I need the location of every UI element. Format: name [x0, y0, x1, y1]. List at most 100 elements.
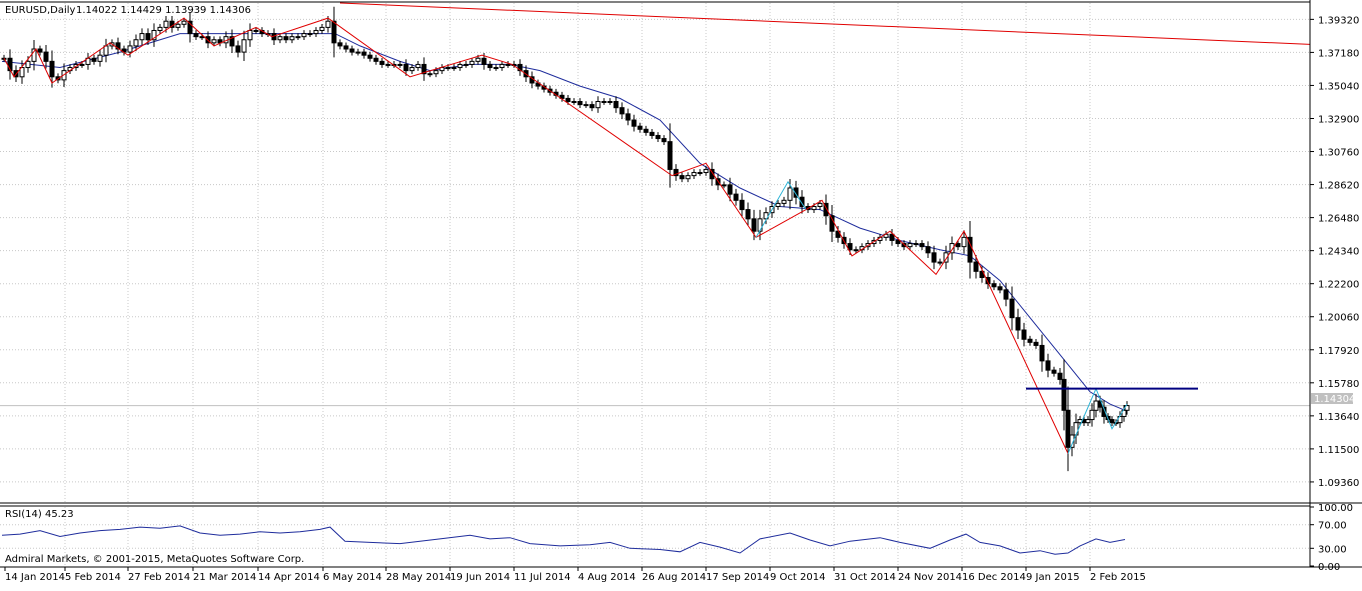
candle-body	[1039, 344, 1045, 362]
candle-body	[1009, 298, 1015, 319]
candle-body	[175, 23, 181, 28]
candle-body	[463, 63, 469, 66]
candle-body	[97, 54, 103, 62]
candle-body	[1085, 419, 1091, 424]
time-tick-label: 4 Aug 2014	[578, 572, 636, 583]
candle-body	[115, 42, 121, 50]
rsi-label: RSI(14) 45.23	[5, 509, 74, 520]
candle-body	[475, 57, 481, 62]
price-tick-label: 1.28620	[1318, 181, 1359, 192]
candle-body	[679, 175, 685, 180]
price-tick-label: 1.13640	[1318, 412, 1359, 423]
price-tick-label: 1.09360	[1318, 478, 1359, 489]
candle-body	[283, 36, 289, 41]
candle-body	[625, 113, 631, 121]
rsi-line	[1, 525, 1126, 555]
time-tick-label: 24 Nov 2014	[898, 572, 962, 583]
candle-body	[565, 97, 571, 103]
candle-body	[145, 33, 151, 41]
candle-body	[127, 45, 133, 53]
candle-body	[955, 243, 961, 248]
rsi-tick-label: 0.00	[1318, 562, 1340, 573]
candle-body	[103, 45, 109, 56]
candle-body	[811, 205, 817, 211]
candle-body	[757, 218, 763, 232]
candle-body	[925, 246, 931, 254]
time-tick-label: 14 Jan 2014	[5, 572, 65, 583]
candle-body	[655, 134, 661, 140]
candle-body	[703, 168, 709, 174]
zigzag-cyan-line	[755, 180, 807, 238]
candle-body	[31, 48, 37, 62]
candle-body	[367, 54, 373, 59]
time-tick-label: 5 Feb 2014	[65, 572, 121, 583]
candle-body	[991, 283, 997, 288]
candle-body	[787, 187, 793, 201]
candle-body	[241, 39, 247, 53]
candle-body	[913, 243, 919, 246]
rsi-tick-label: 70.00	[1318, 521, 1347, 532]
candle-body	[1069, 434, 1075, 448]
candle-body	[709, 168, 715, 180]
candle-body	[397, 63, 403, 66]
candle-body	[37, 48, 43, 53]
candle-body	[409, 67, 415, 72]
candle-body	[1045, 360, 1051, 371]
candle-body	[229, 36, 235, 47]
candle-body	[79, 63, 85, 66]
copyright-text: Admiral Markets, © 2001-2015, MetaQuotes…	[5, 554, 304, 565]
candle-body	[157, 26, 163, 31]
candle-body	[643, 128, 649, 133]
candle-body	[7, 57, 13, 72]
candle-body	[697, 172, 703, 175]
price-tick-label: 1.11500	[1318, 445, 1359, 456]
candle-body	[517, 63, 523, 72]
rsi-axis[interactable]: 100.00 70.00 30.00 0.00	[1310, 503, 1353, 573]
main-grid	[0, 3, 1310, 502]
candle-body	[559, 94, 565, 99]
candle-body	[313, 29, 319, 35]
candle-body	[577, 101, 583, 106]
candle-body	[181, 20, 187, 25]
candle-body	[469, 60, 475, 65]
candle-body	[727, 184, 733, 195]
time-axis[interactable]: 14 Jan 2014 5 Feb 2014 27 Feb 2014 21 Mar 2…	[4, 567, 1146, 583]
candle-body	[295, 36, 301, 39]
time-tick-label: 26 Aug 2014	[642, 572, 706, 583]
candle-body	[343, 45, 349, 50]
candle-body	[91, 57, 97, 62]
candle-body	[499, 63, 505, 69]
candle-body	[247, 29, 253, 41]
descending-trendline[interactable]	[339, 2, 1311, 45]
candle-body	[25, 60, 31, 69]
candle-body	[961, 236, 967, 248]
candle-body	[775, 202, 781, 207]
candle-body	[673, 168, 679, 177]
price-tick-label: 1.32900	[1318, 114, 1359, 125]
time-tick-label: 28 May 2014	[386, 572, 451, 583]
candle-body	[289, 36, 295, 41]
candle-body	[931, 252, 937, 263]
candle-body	[445, 67, 451, 70]
price-tick-label: 1.35040	[1318, 81, 1359, 92]
candle-body	[1021, 329, 1027, 340]
price-tick-label: 1.17920	[1318, 346, 1359, 357]
current-price-label: 1.14304	[1314, 394, 1355, 405]
trendline-layer[interactable]	[339, 2, 1311, 45]
candle-body	[949, 243, 955, 254]
current-price-tag	[1311, 393, 1353, 404]
candle-body	[745, 209, 751, 220]
rsi-grid	[0, 507, 1310, 566]
moving-average-layer	[1, 33, 1126, 411]
candle-body	[133, 39, 139, 47]
candle-body	[583, 104, 589, 107]
candle-body	[619, 107, 625, 115]
price-axis[interactable]: 1.39320 1.37180 1.35040 1.32900 1.30760 1.286…	[1310, 15, 1359, 489]
price-tick-label: 1.39320	[1318, 15, 1359, 26]
zigzag-cyan-line	[1067, 387, 1128, 454]
candle-body	[379, 60, 385, 65]
candle-body	[847, 243, 853, 251]
candle-body	[601, 101, 607, 104]
candle-body	[349, 48, 355, 53]
